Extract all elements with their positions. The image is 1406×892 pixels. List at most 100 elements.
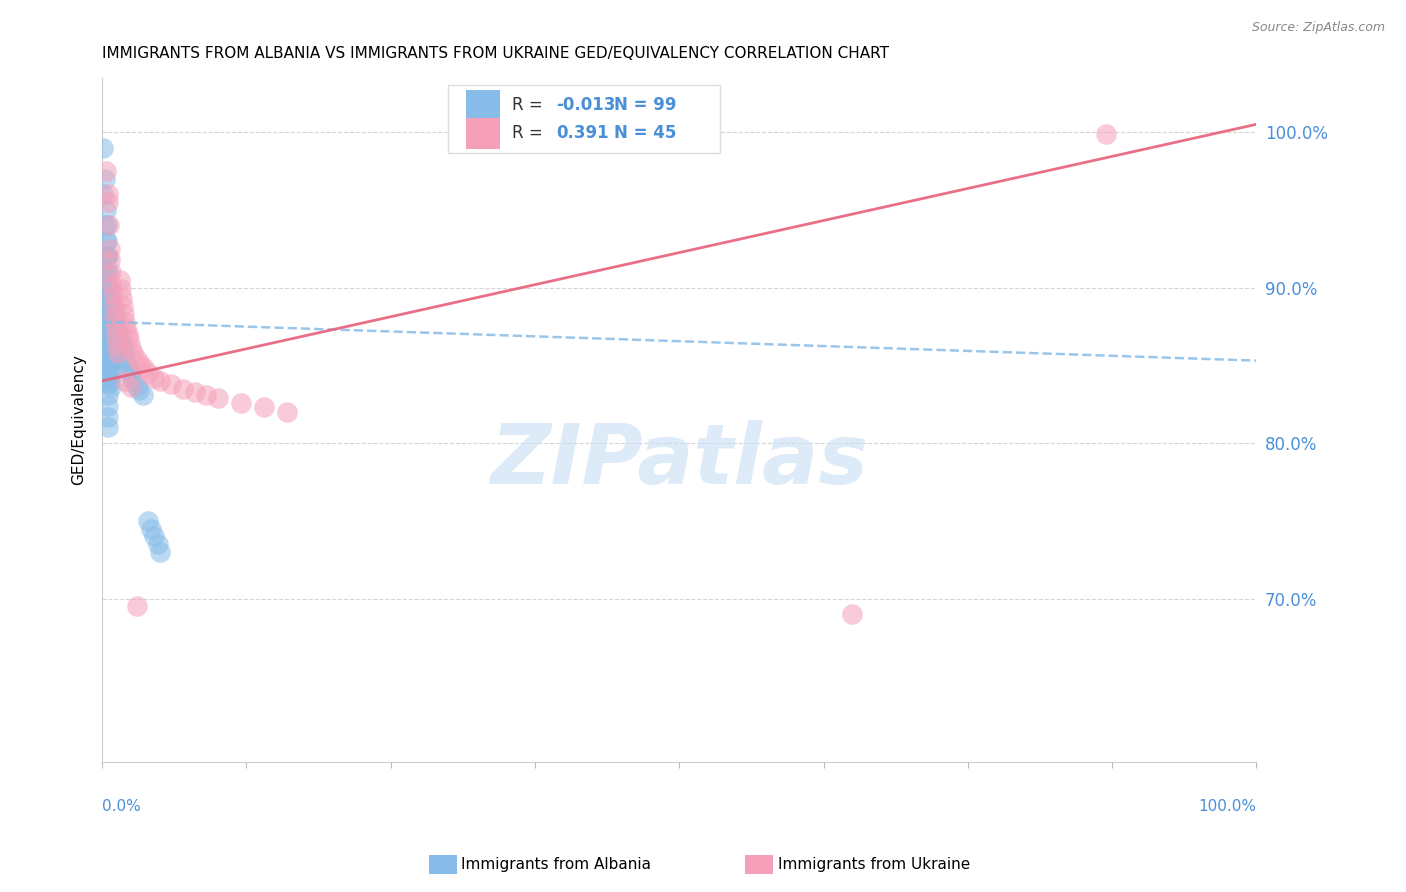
Point (97, 324, 120, 338)
Point (98, 363, 121, 377)
Point (103, 341, 125, 355)
Point (101, 336, 124, 351)
Point (138, 514, 160, 528)
Point (94, 296, 117, 310)
Point (103, 353, 125, 368)
Text: Immigrants from Albania: Immigrants from Albania (461, 857, 651, 871)
Point (146, 537, 169, 551)
Point (114, 315, 136, 329)
Point (98, 313, 121, 327)
Point (112, 307, 135, 321)
Point (98, 334, 121, 348)
Point (98, 346, 121, 360)
Point (98, 301, 121, 315)
Point (100, 343, 122, 357)
Point (253, 401, 276, 415)
Point (129, 357, 152, 371)
Text: R =: R = (512, 96, 548, 114)
Point (117, 359, 139, 374)
Point (98, 351, 121, 365)
Point (104, 309, 127, 323)
Point (97, 420, 120, 434)
Point (122, 374, 145, 388)
Point (93, 219, 115, 233)
Point (125, 599, 148, 614)
Point (98, 280, 121, 294)
Text: 100.0%: 100.0% (1198, 799, 1257, 814)
Point (93, 265, 115, 279)
Text: IMMIGRANTS FROM ALBANIA VS IMMIGRANTS FROM UKRAINE GED/EQUIVALENCY CORRELATION C: IMMIGRANTS FROM ALBANIA VS IMMIGRANTS FR… (103, 46, 889, 62)
Text: ZIPatlas: ZIPatlas (491, 420, 869, 501)
Point (103, 310, 125, 325)
Point (104, 321, 127, 335)
Point (97, 311, 120, 326)
Text: 0.0%: 0.0% (103, 799, 141, 814)
Point (97, 346, 120, 360)
Point (100, 293, 122, 307)
Point (97, 334, 120, 349)
Point (97, 399, 120, 413)
Point (103, 304, 125, 318)
Point (120, 369, 142, 384)
Point (98, 376, 121, 390)
Point (104, 319, 127, 334)
Point (841, 607, 863, 621)
Point (229, 395, 252, 409)
Point (207, 391, 229, 405)
Point (139, 522, 162, 536)
Point (100, 265, 122, 279)
FancyBboxPatch shape (465, 119, 501, 149)
Point (93, 141, 115, 155)
Point (97, 296, 120, 310)
Text: N = 45: N = 45 (613, 125, 676, 143)
Point (94, 202, 117, 217)
FancyBboxPatch shape (465, 90, 501, 120)
Point (138, 366, 160, 380)
FancyBboxPatch shape (449, 85, 720, 153)
Point (131, 388, 153, 402)
Point (97, 265, 120, 279)
Point (96, 280, 118, 294)
Point (115, 355, 138, 369)
Point (98, 252, 121, 267)
Point (122, 346, 145, 360)
Point (94, 280, 117, 294)
Point (105, 313, 128, 327)
Point (101, 299, 124, 313)
Point (160, 376, 183, 391)
Text: -0.013: -0.013 (555, 96, 616, 114)
Point (96, 219, 118, 233)
Point (98, 359, 121, 373)
Point (105, 338, 128, 352)
Text: R =: R = (512, 125, 548, 143)
Point (98, 242, 121, 256)
Point (112, 346, 135, 360)
Text: Immigrants from Ukraine: Immigrants from Ukraine (778, 857, 970, 871)
Y-axis label: GED/Equivalency: GED/Equivalency (72, 354, 86, 485)
Point (110, 282, 132, 296)
Point (120, 340, 142, 354)
Text: N = 99: N = 99 (613, 96, 676, 114)
Point (1095, 127, 1118, 141)
Text: 0.391: 0.391 (555, 125, 609, 143)
Point (97, 195, 120, 210)
Point (128, 383, 150, 397)
Point (98, 309, 121, 323)
Point (97, 250, 120, 264)
Point (98, 326, 121, 340)
Point (105, 330, 128, 344)
Point (94, 164, 117, 178)
Point (98, 321, 121, 335)
Point (96, 327, 118, 342)
Point (101, 288, 124, 302)
Point (172, 382, 194, 396)
Point (98, 338, 121, 352)
Point (97, 376, 120, 391)
Point (120, 380, 142, 394)
Point (107, 322, 129, 336)
Point (100, 355, 122, 369)
Point (96, 343, 118, 357)
Point (183, 384, 205, 399)
Point (105, 326, 128, 340)
Point (96, 250, 118, 264)
